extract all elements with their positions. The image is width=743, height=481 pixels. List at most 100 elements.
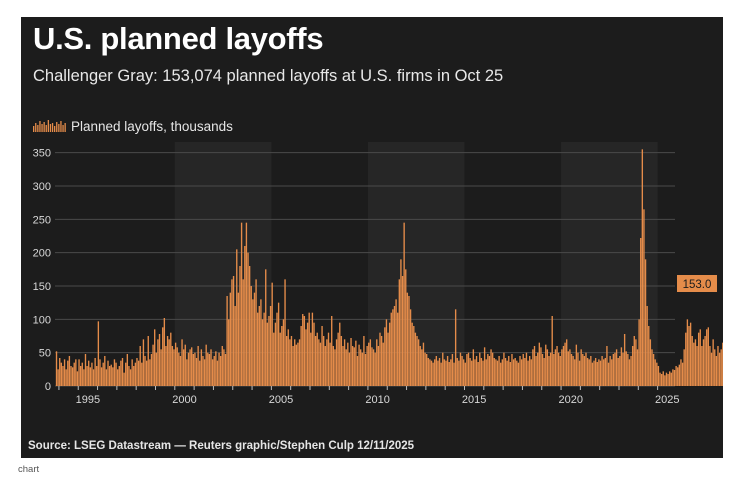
bar [463,359,465,386]
bar [162,327,164,386]
bar [303,316,306,386]
bar [631,346,634,386]
bar [660,374,663,386]
bar [609,356,611,386]
bar [234,306,236,386]
y-tick-label-350: 350 [33,148,51,160]
legend-swatch-bar [54,126,56,132]
bar [701,346,703,386]
bar [343,339,346,386]
bar [257,312,259,386]
bar [255,279,257,386]
bar [94,358,96,386]
bar [372,349,375,386]
bar [683,349,685,386]
bar [667,374,669,386]
bar [73,362,75,386]
bar [694,339,697,386]
bar [102,362,104,386]
bar [577,352,579,386]
last-value-label: 153.0 [683,279,712,291]
bar [644,259,647,386]
bar [79,366,82,386]
bar [123,372,125,386]
bar [289,339,291,386]
bar [537,352,539,386]
bar [253,292,256,386]
bar [202,356,204,386]
bar [575,344,578,386]
bar [144,356,146,386]
bar [171,346,174,386]
bar [491,352,494,386]
bar [75,359,77,386]
bar [517,362,520,386]
bar [471,360,473,386]
y-tick-label-250: 250 [33,214,51,226]
bar [413,326,415,386]
legend: Planned layoffs, thousands [33,118,233,134]
bar [324,346,326,386]
bar [425,354,428,386]
bar [342,346,344,386]
bar [136,358,138,386]
bar [170,332,172,386]
bar [200,349,203,386]
bar [392,309,394,386]
bar [208,354,211,386]
bar [720,349,722,386]
bar [210,349,212,386]
bar [482,360,484,386]
bar [569,349,571,386]
bar [88,360,90,386]
bar [419,346,421,386]
bar [271,282,273,386]
bar [594,358,597,386]
bar [483,347,486,386]
bar [199,360,201,386]
bar [134,362,137,386]
bar [416,336,418,386]
bar [443,359,446,386]
bar [673,370,676,386]
bar [215,351,217,386]
bar [347,342,349,386]
bar [191,347,193,386]
bar [313,322,315,386]
y-tick-label-100: 100 [33,314,51,326]
bar [685,332,687,386]
bar [451,354,454,386]
bar [599,360,602,386]
bar [697,332,700,386]
bar [89,367,91,386]
bar [686,319,689,386]
bar [287,329,289,386]
bar [224,354,227,386]
bar [261,319,264,386]
bar [702,339,705,386]
bar [194,352,196,386]
bar [371,347,373,386]
bar [641,149,644,386]
bar [403,222,405,386]
x-tick-label-2010: 2010 [365,394,389,406]
bar [480,358,483,386]
chart-subtitle: Challenger Gray: 153,074 planned layoffs… [33,67,504,85]
x-axis: 1995 2000 2005 2010 2015 2020 2025 [58,386,680,406]
bar [176,347,178,386]
bar [664,375,666,386]
bar [408,296,410,386]
bar [242,279,244,386]
bar [633,336,635,386]
bar [596,362,598,386]
bar [245,222,248,386]
bar [490,349,492,386]
bar [466,354,468,386]
bar [527,360,529,386]
bar [678,364,681,386]
y-axis: 0 50 100 150 200 250 300 350 [33,148,51,393]
bar [398,279,400,386]
bar [440,362,442,386]
bar [104,356,106,386]
bar [178,352,180,386]
